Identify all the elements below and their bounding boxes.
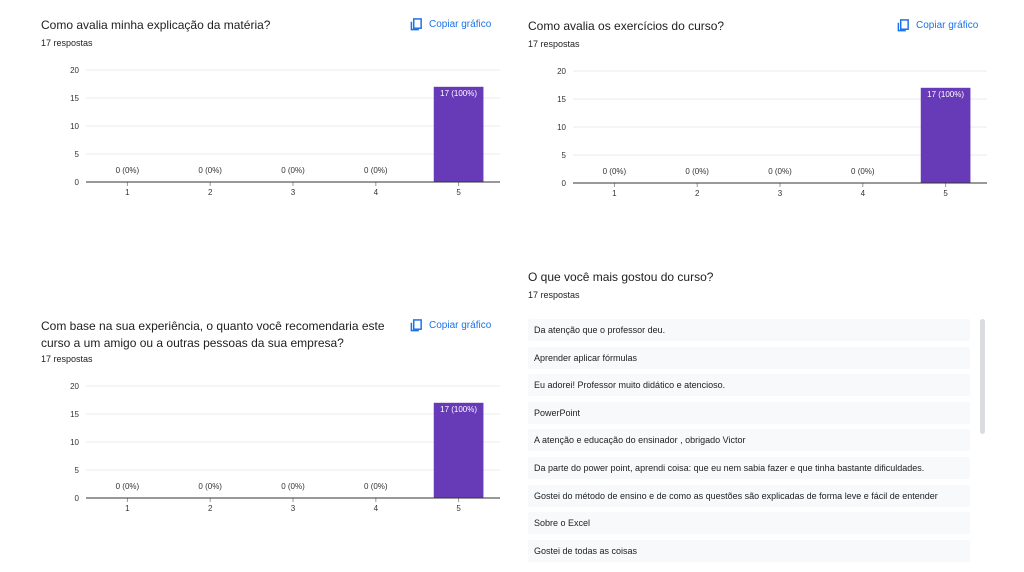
data-label: 0 (0%) <box>198 166 222 175</box>
y-tick-label: 20 <box>70 382 79 391</box>
y-tick-label: 5 <box>75 150 80 159</box>
data-label: 0 (0%) <box>685 167 709 176</box>
x-tick-label: 3 <box>778 189 783 198</box>
answer-item: Eu adorei! Professor muito didático e at… <box>528 374 970 397</box>
question-title: O que você mais gostou do curso? <box>528 270 714 284</box>
answer-item: Da parte do power point, aprendi coisa: … <box>528 456 970 479</box>
y-tick-label: 20 <box>557 67 566 76</box>
x-tick-label: 5 <box>943 189 948 198</box>
response-count: 17 respostas <box>528 290 580 300</box>
x-tick-label: 2 <box>695 189 700 198</box>
response-count: 17 respostas <box>41 38 93 48</box>
x-tick-label: 4 <box>861 189 866 198</box>
x-tick-label: 4 <box>374 188 379 197</box>
y-tick-label: 10 <box>70 122 79 131</box>
copy-icon <box>897 19 909 32</box>
copy-chart-label: Copiar gráfico <box>429 19 492 30</box>
copy-chart-label: Copiar gráfico <box>916 20 979 31</box>
data-label: 0 (0%) <box>851 167 875 176</box>
x-tick-label: 1 <box>125 188 130 197</box>
copy-icon <box>410 319 422 332</box>
data-label: 0 (0%) <box>603 167 627 176</box>
answers-list: Da atenção que o professor deu. Aprender… <box>528 319 970 567</box>
copy-chart-label: Copiar gráfico <box>429 320 492 331</box>
x-tick-label: 3 <box>291 188 296 197</box>
answer-item: A atenção e educação do ensinador , obri… <box>528 429 970 452</box>
x-tick-label: 1 <box>612 189 617 198</box>
data-label: 0 (0%) <box>116 166 140 175</box>
bar <box>433 86 484 182</box>
x-tick-label: 2 <box>208 188 213 197</box>
y-tick-label: 0 <box>562 179 567 188</box>
data-label: 0 (0%) <box>281 482 305 491</box>
data-label: 0 (0%) <box>281 166 305 175</box>
copy-chart-button[interactable]: Copiar gráfico <box>410 18 491 31</box>
x-tick-label: 2 <box>208 504 213 513</box>
bar-chart: 0 5 10 15 20 1 0 (0%) 2 0 (0%) 3 0 (0%) 4 0 (0%) 5 17 … <box>557 67 987 198</box>
answer-item: Gostei de todas as coisas <box>528 539 970 562</box>
x-tick-label: 4 <box>374 504 379 513</box>
y-tick-label: 10 <box>557 123 566 132</box>
answer-item: PowerPoint <box>528 401 970 424</box>
y-tick-label: 5 <box>75 466 80 475</box>
answer-item: Sobre o Excel <box>528 512 970 535</box>
question-title: Com base na sua experiência, o quanto vo… <box>41 319 385 350</box>
data-label: 17 (100%) <box>440 405 477 414</box>
y-tick-label: 10 <box>70 438 79 447</box>
x-tick-label: 5 <box>456 504 461 513</box>
answer-item: Da atenção que o professor deu. <box>528 319 970 341</box>
x-tick-label: 1 <box>125 504 130 513</box>
bar <box>433 402 484 498</box>
y-tick-label: 0 <box>75 494 80 503</box>
data-label: 0 (0%) <box>116 482 140 491</box>
data-label: 0 (0%) <box>768 167 792 176</box>
question-title: Como avalia os exercícios do curso? <box>528 19 725 33</box>
y-tick-label: 0 <box>75 178 80 187</box>
answer-item: Aprender aplicar fórmulas <box>528 346 970 369</box>
copy-icon <box>410 18 422 31</box>
scrollbar[interactable] <box>980 319 985 434</box>
bar <box>920 87 971 183</box>
data-label: 0 (0%) <box>198 482 222 491</box>
data-label: 0 (0%) <box>364 482 388 491</box>
y-tick-label: 20 <box>70 66 79 75</box>
data-label: 0 (0%) <box>364 166 388 175</box>
response-count: 17 respostas <box>528 39 580 49</box>
y-tick-label: 5 <box>562 151 567 160</box>
bar-chart: 0 5 10 15 20 1 0 (0%) 2 0 (0%) 3 0 (0%) 4 0 (0%) 5 17 … <box>70 382 500 513</box>
x-tick-label: 3 <box>291 504 296 513</box>
bar-chart: 0 5 10 15 20 1 0 (0%) 2 0 (0%) 3 0 (0%) 4 0 (0%) 5 17 … <box>70 66 500 197</box>
question-title: Como avalia minha explicação da matéria? <box>41 18 271 32</box>
response-count: 17 respostas <box>41 354 93 364</box>
copy-chart-button[interactable]: Copiar gráfico <box>410 319 491 332</box>
y-tick-label: 15 <box>70 94 79 103</box>
data-label: 17 (100%) <box>927 90 964 99</box>
x-tick-label: 5 <box>456 188 461 197</box>
answer-item: Gostei do método de ensino e de como as … <box>528 484 970 507</box>
data-label: 17 (100%) <box>440 89 477 98</box>
y-tick-label: 15 <box>70 410 79 419</box>
copy-chart-button[interactable]: Copiar gráfico <box>897 19 978 32</box>
y-tick-label: 15 <box>557 95 566 104</box>
